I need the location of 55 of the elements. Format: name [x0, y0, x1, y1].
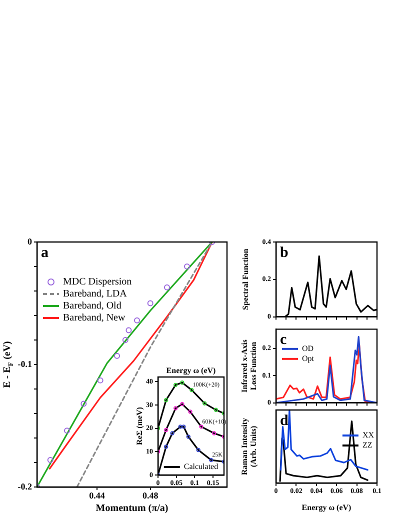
- point: [134, 317, 140, 324]
- point: [164, 284, 170, 290]
- annotation: d: [280, 413, 289, 429]
- point: [114, 352, 120, 359]
- point: [202, 401, 207, 406]
- point: [214, 408, 218, 412]
- point: [164, 444, 168, 449]
- y-tick-label: 0: [28, 236, 32, 246]
- point: [80, 400, 87, 407]
- point: [164, 428, 168, 432]
- legend-label: OD: [302, 344, 314, 354]
- y-tick-label: -0.2: [18, 481, 32, 492]
- point: [199, 424, 204, 429]
- x-axis-title: Energy ω (eV): [302, 503, 352, 512]
- legend-label: ZZ: [362, 440, 372, 450]
- point: [182, 424, 186, 429]
- point: [126, 327, 132, 334]
- point: [170, 431, 174, 436]
- point: [174, 382, 178, 388]
- point: [64, 428, 70, 434]
- point: [164, 398, 168, 402]
- legend-label: XX: [362, 430, 374, 440]
- point: [47, 457, 54, 464]
- point: [184, 264, 190, 270]
- annotation: a: [41, 245, 49, 261]
- point: [188, 410, 192, 414]
- legend-label: Bareband, New: [63, 312, 126, 324]
- y-axis-title: Spectral Function: [241, 248, 250, 310]
- y-axis-title: Infrared x-Axis Loss Function: [240, 340, 258, 392]
- annotation: c: [280, 332, 287, 348]
- y-axis-title: ReΣ (meV): [135, 406, 144, 445]
- legend-label: Opt: [302, 354, 315, 364]
- point: [209, 458, 214, 462]
- legend-label: Bareband, LDA: [63, 288, 128, 300]
- point: [180, 380, 184, 385]
- point: [180, 402, 184, 406]
- x-tick-label: 0.48: [142, 490, 159, 501]
- legend-label: Bareband, Old: [63, 300, 122, 312]
- point: [190, 388, 194, 392]
- point: [97, 377, 104, 384]
- legend-label: MDC Dispersion: [63, 276, 132, 288]
- y-axis-title: Raman Intensity (Arb. Units): [240, 418, 258, 476]
- point: [174, 406, 178, 410]
- y-tick-label: -0.1: [18, 358, 32, 369]
- x-axis-title: Energy ω (eV): [166, 366, 216, 375]
- x-tick-label: 0.44: [89, 490, 106, 501]
- annotation: b: [280, 245, 288, 261]
- point: [178, 424, 182, 429]
- legend-label: Calculated: [184, 462, 218, 472]
- point: [196, 448, 200, 452]
- x-axis-title: Momentum (π/a): [96, 503, 168, 514]
- point: [212, 431, 216, 436]
- point: [186, 434, 191, 439]
- point: [147, 300, 154, 306]
- point: [122, 337, 128, 343]
